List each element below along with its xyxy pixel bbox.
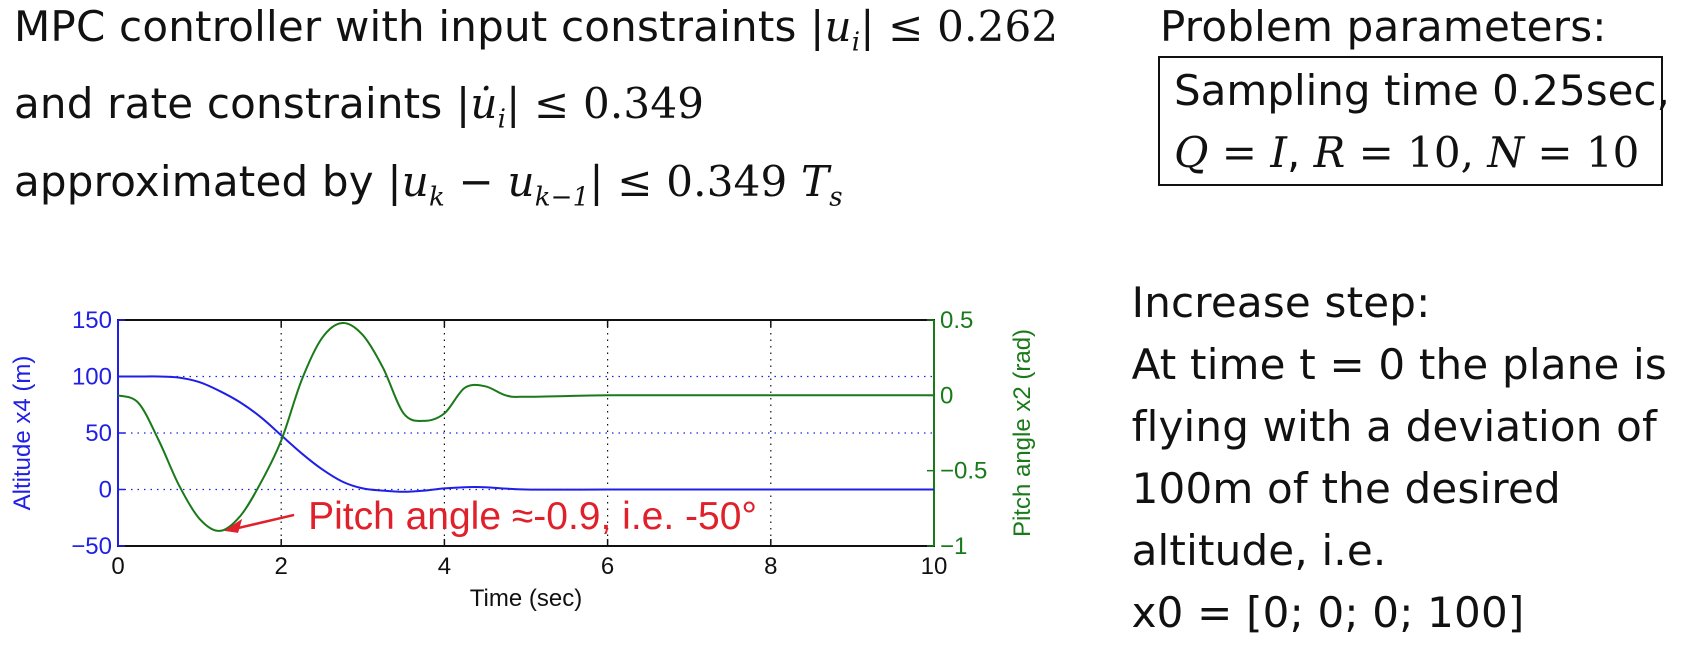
annotation: Pitch angle ≈-0.9, i.e. -50° (224, 495, 757, 538)
desc-line-6: x0 = [0; 0; 0; 100] (1131, 588, 1525, 637)
x-tick-label: 10 (921, 553, 948, 580)
y-left-tick-label: 0 (99, 477, 112, 504)
title-line-1: MPC controller with input constraints |u… (14, 2, 1059, 58)
altitude-series-line (118, 375, 934, 493)
series (117, 321, 934, 532)
y-left-tick-label: −50 (71, 533, 112, 560)
y-left-tick-label: 50 (85, 420, 112, 447)
x-tick-label: 6 (601, 553, 614, 580)
params-box: Sampling time 0.25sec, Q = I, R = 10, N … (1158, 56, 1670, 186)
y-right-tick-label: 0.5 (940, 307, 973, 334)
params-line-2: Q = I, R = 10, N = 10 (1174, 128, 1640, 177)
annotation-text: Pitch angle ≈-0.9, i.e. -50° (308, 495, 757, 538)
desc-line-5: altitude, i.e. (1131, 526, 1387, 575)
x-tick-label: 2 (275, 553, 288, 580)
x-tick-label: 0 (111, 553, 124, 580)
y-axis-right-label: Pitch angle x2 (rad) (1009, 329, 1036, 537)
y-right-tick-label: 0 (940, 382, 953, 409)
desc-line-4: 100m of the desired (1131, 464, 1561, 513)
title-block: MPC controller with input constraints |u… (14, 0, 1058, 228)
params-heading: Problem parameters: (1160, 2, 1607, 51)
y-right-tick-label: −0.5 (940, 458, 987, 485)
desc-line-2: At time t = 0 the plane is (1131, 340, 1667, 389)
y-left-tick-label: 100 (72, 364, 112, 391)
description-block: Increase step: At time t = 0 the plane i… (1132, 272, 1667, 644)
x-tick-label: 8 (764, 553, 777, 580)
desc-line-1: Increase step: (1131, 278, 1431, 327)
title-line-3: approximated by |uk − uk−1| ≤ 0.349 Ts (14, 156, 843, 213)
y-left-tick-label: 150 (72, 307, 112, 334)
annotation-arrowhead (224, 518, 243, 533)
desc-line-3: flying with a deviation of (1131, 402, 1658, 451)
x-axis-label: Time (sec) (470, 585, 582, 612)
pitch-series-line (117, 321, 934, 532)
x-tick-label: 4 (438, 553, 451, 580)
params-line-1: Sampling time 0.25sec, (1174, 66, 1670, 115)
annotation-arrow-shaft (229, 513, 295, 532)
y-axis-left-label: Altitude x4 (m) (9, 356, 36, 511)
y-right-tick-label: −1 (940, 533, 967, 560)
title-line-2: and rate constraints |u̇i| ≤ 0.349 (14, 79, 705, 135)
